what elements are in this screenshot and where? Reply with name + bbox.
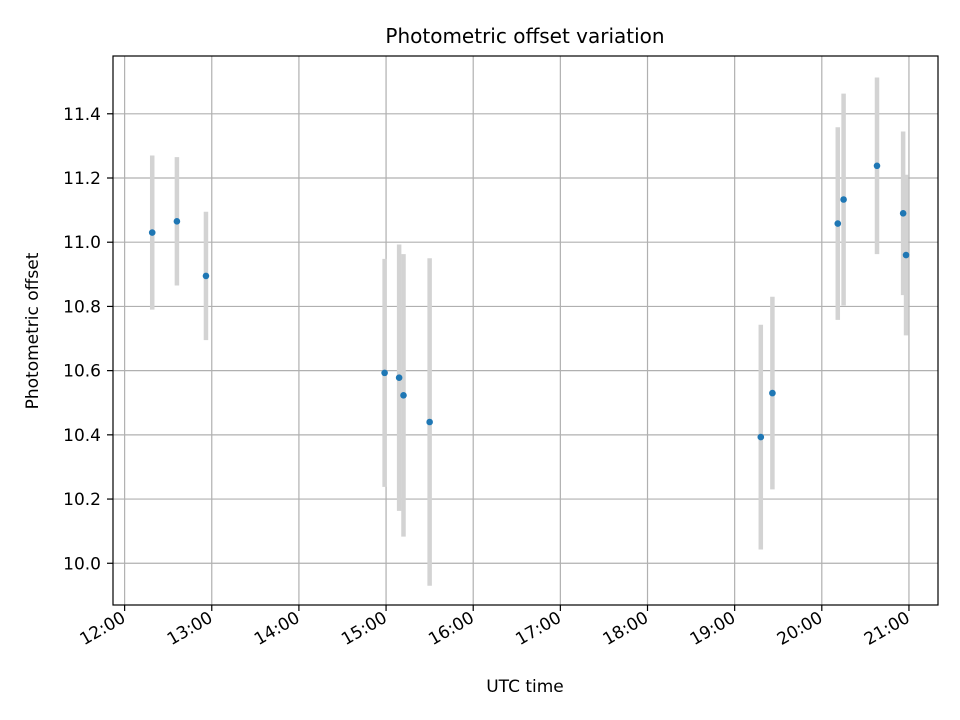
x-tick-label: 20:00 [774, 608, 826, 650]
data-points [148, 162, 910, 441]
x-tick-label: 15:00 [338, 608, 390, 650]
x-tick-label: 17:00 [512, 608, 564, 650]
data-point [834, 220, 842, 227]
y-axis-label: Photometric offset [23, 252, 43, 409]
y-tick-label: 10.4 [63, 426, 101, 446]
data-point [840, 196, 847, 203]
x-tick-label: 14:00 [251, 608, 303, 650]
x-tick-label: 16:00 [425, 608, 477, 650]
error-bars [149, 77, 909, 586]
chart-title: Photometric offset variation [385, 24, 664, 48]
data-point [902, 251, 910, 259]
x-axis-ticks: 12:00 13:00 14:00 15:00 16:00 17:00 18:00 19:00… [77, 605, 913, 650]
x-tick-label: 19:00 [687, 608, 739, 650]
x-tick-label: 12:00 [77, 608, 129, 650]
data-point [426, 418, 433, 426]
x-tick-label: 18:00 [600, 608, 652, 650]
data-point [757, 433, 765, 441]
data-point [395, 374, 403, 381]
data-point [202, 272, 210, 280]
y-tick-label: 11.0 [63, 233, 101, 253]
data-point [148, 229, 156, 236]
data-point [769, 389, 776, 397]
x-tick-label: 13:00 [164, 608, 216, 650]
data-point [381, 369, 388, 377]
y-axis-ticks: 10.0 10.2 10.4 10.6 10.8 11.0 11.2 11.4 [63, 105, 113, 574]
y-tick-label: 11.4 [63, 105, 101, 125]
y-tick-label: 10.6 [63, 362, 101, 382]
x-axis-label: UTC time [486, 677, 564, 697]
grid [113, 56, 938, 605]
data-point [873, 162, 881, 170]
y-tick-label: 10.8 [63, 297, 101, 317]
y-tick-label: 10.2 [63, 490, 101, 510]
data-point [400, 392, 407, 399]
y-tick-label: 11.2 [63, 169, 101, 189]
y-tick-label: 10.0 [63, 554, 101, 574]
data-point [173, 218, 181, 225]
plot-frame [112, 55, 939, 606]
data-point [899, 210, 907, 217]
x-tick-label: 21:00 [861, 608, 913, 650]
